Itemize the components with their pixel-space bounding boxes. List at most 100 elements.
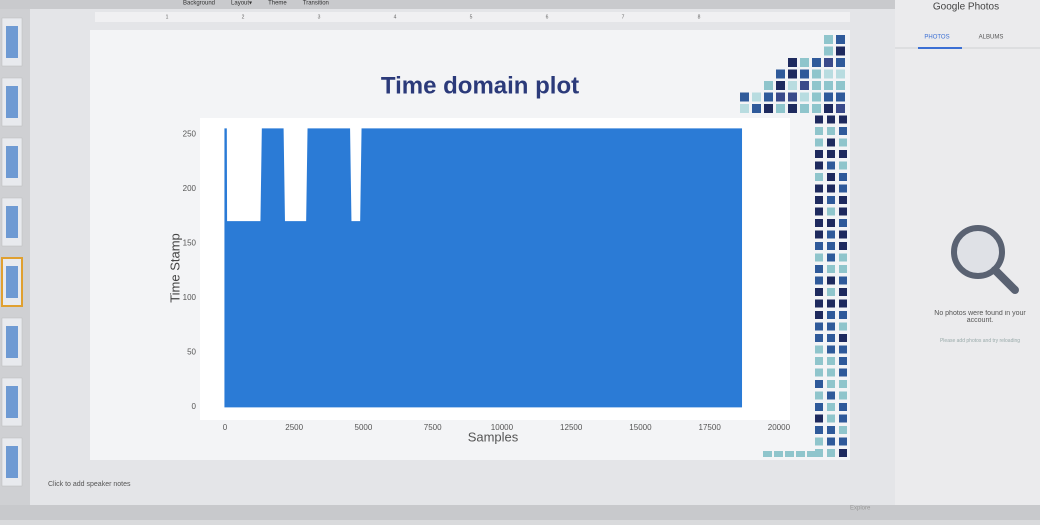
decor-square <box>827 403 835 411</box>
toolbar-item[interactable]: Layout▾ <box>231 1 252 7</box>
thumbnail-chart <box>6 266 18 298</box>
decor-square <box>827 173 835 181</box>
decor-square <box>827 299 835 308</box>
decor-square <box>827 196 835 204</box>
toolbar-item[interactable]: Background <box>183 1 215 7</box>
decor-square <box>839 161 847 170</box>
decor-square <box>827 426 835 434</box>
decor-square <box>827 127 835 135</box>
decor-square <box>776 92 785 102</box>
decor-square <box>839 334 847 342</box>
decor-square <box>827 161 835 170</box>
decor-square <box>839 414 847 423</box>
panel-message-box: No photos were found in your account. <box>934 310 1026 324</box>
y-tick-label: 50 <box>187 348 196 357</box>
decor-square <box>815 265 823 273</box>
decor-square <box>815 368 823 377</box>
decor-square <box>827 288 835 296</box>
ruler-label: 3 <box>318 14 321 20</box>
decor-square <box>839 403 847 411</box>
decor-square <box>827 184 835 193</box>
decor-square <box>815 207 823 216</box>
decor-square <box>839 449 847 457</box>
decor-square <box>815 426 823 434</box>
decor-square <box>839 380 847 388</box>
decor-square <box>815 449 823 457</box>
toolbar <box>0 0 895 9</box>
decor-square <box>839 288 847 296</box>
signal-area <box>224 128 743 408</box>
tab[interactable]: ALBUMS <box>979 35 1004 41</box>
decor-square <box>839 276 847 285</box>
toolbar-item[interactable]: Theme <box>268 1 287 7</box>
ruler-label: 4 <box>394 14 397 20</box>
search-icon <box>951 225 1005 279</box>
decor-square <box>815 299 823 308</box>
decor-square <box>785 451 794 457</box>
decor-square <box>815 380 823 388</box>
decor-square <box>815 345 823 354</box>
decor-square <box>827 368 835 377</box>
decor-square <box>839 242 847 250</box>
decor-square <box>836 35 845 44</box>
decor-square <box>839 207 847 216</box>
ruler-label: 5 <box>470 14 473 20</box>
decor-square <box>839 150 847 158</box>
decor-square <box>839 299 847 308</box>
speaker-notes[interactable]: Click to add speaker notes <box>48 481 131 488</box>
decor-square <box>776 104 785 113</box>
decor-square <box>774 451 783 457</box>
ruler-label: 1 <box>166 14 169 20</box>
decor-square <box>800 92 809 102</box>
y-tick-label: 150 <box>183 238 197 247</box>
decor-square <box>839 368 847 377</box>
tab[interactable]: PHOTOS <box>924 35 949 41</box>
explore[interactable]: Explore <box>850 506 871 512</box>
decor-square <box>815 437 823 446</box>
decor-square <box>764 81 773 90</box>
decor-square <box>812 104 821 113</box>
toolbar-item[interactable]: Transition <box>303 1 329 7</box>
decor-square <box>815 173 823 181</box>
decor-square <box>839 173 847 181</box>
decor-square <box>788 104 797 113</box>
decor-square <box>764 92 773 102</box>
thumbnail-chart <box>6 446 18 478</box>
decor-square <box>839 115 847 124</box>
decor-square <box>839 322 847 331</box>
decor-square <box>827 311 835 319</box>
decor-square <box>764 104 773 113</box>
decor-square <box>839 253 847 262</box>
thumbnail-chart <box>6 206 18 238</box>
panel-message: No photos were found in your account. <box>934 310 1026 324</box>
decor-square <box>812 69 821 79</box>
decor-square <box>836 69 845 79</box>
decor-square <box>815 322 823 331</box>
decor-square <box>815 391 823 400</box>
decor-square <box>776 81 785 90</box>
decor-square <box>824 69 833 79</box>
decor-square <box>839 230 847 239</box>
decor-square <box>815 414 823 423</box>
panel-hint-box: Please add photos and try reloading <box>940 338 1020 344</box>
decor-square <box>839 138 847 147</box>
decor-square <box>839 219 847 227</box>
decor-square <box>839 357 847 365</box>
decor-square <box>827 414 835 423</box>
decor-square <box>836 58 845 67</box>
y-tick-label: 100 <box>183 293 197 302</box>
panel-title: Google Photos <box>933 2 999 13</box>
decor-square <box>839 391 847 400</box>
decor-square <box>827 265 835 273</box>
x-tick-label: 0 <box>223 423 228 432</box>
decor-square <box>836 92 845 102</box>
decor-square <box>839 184 847 193</box>
decor-square <box>800 81 809 90</box>
decor-square <box>812 58 821 67</box>
x-axis-label: Samples <box>468 429 519 444</box>
decor-square <box>815 288 823 296</box>
decor-square <box>788 92 797 102</box>
y-tick-label: 0 <box>192 402 197 411</box>
decor-square <box>827 391 835 400</box>
decor-square <box>839 426 847 434</box>
